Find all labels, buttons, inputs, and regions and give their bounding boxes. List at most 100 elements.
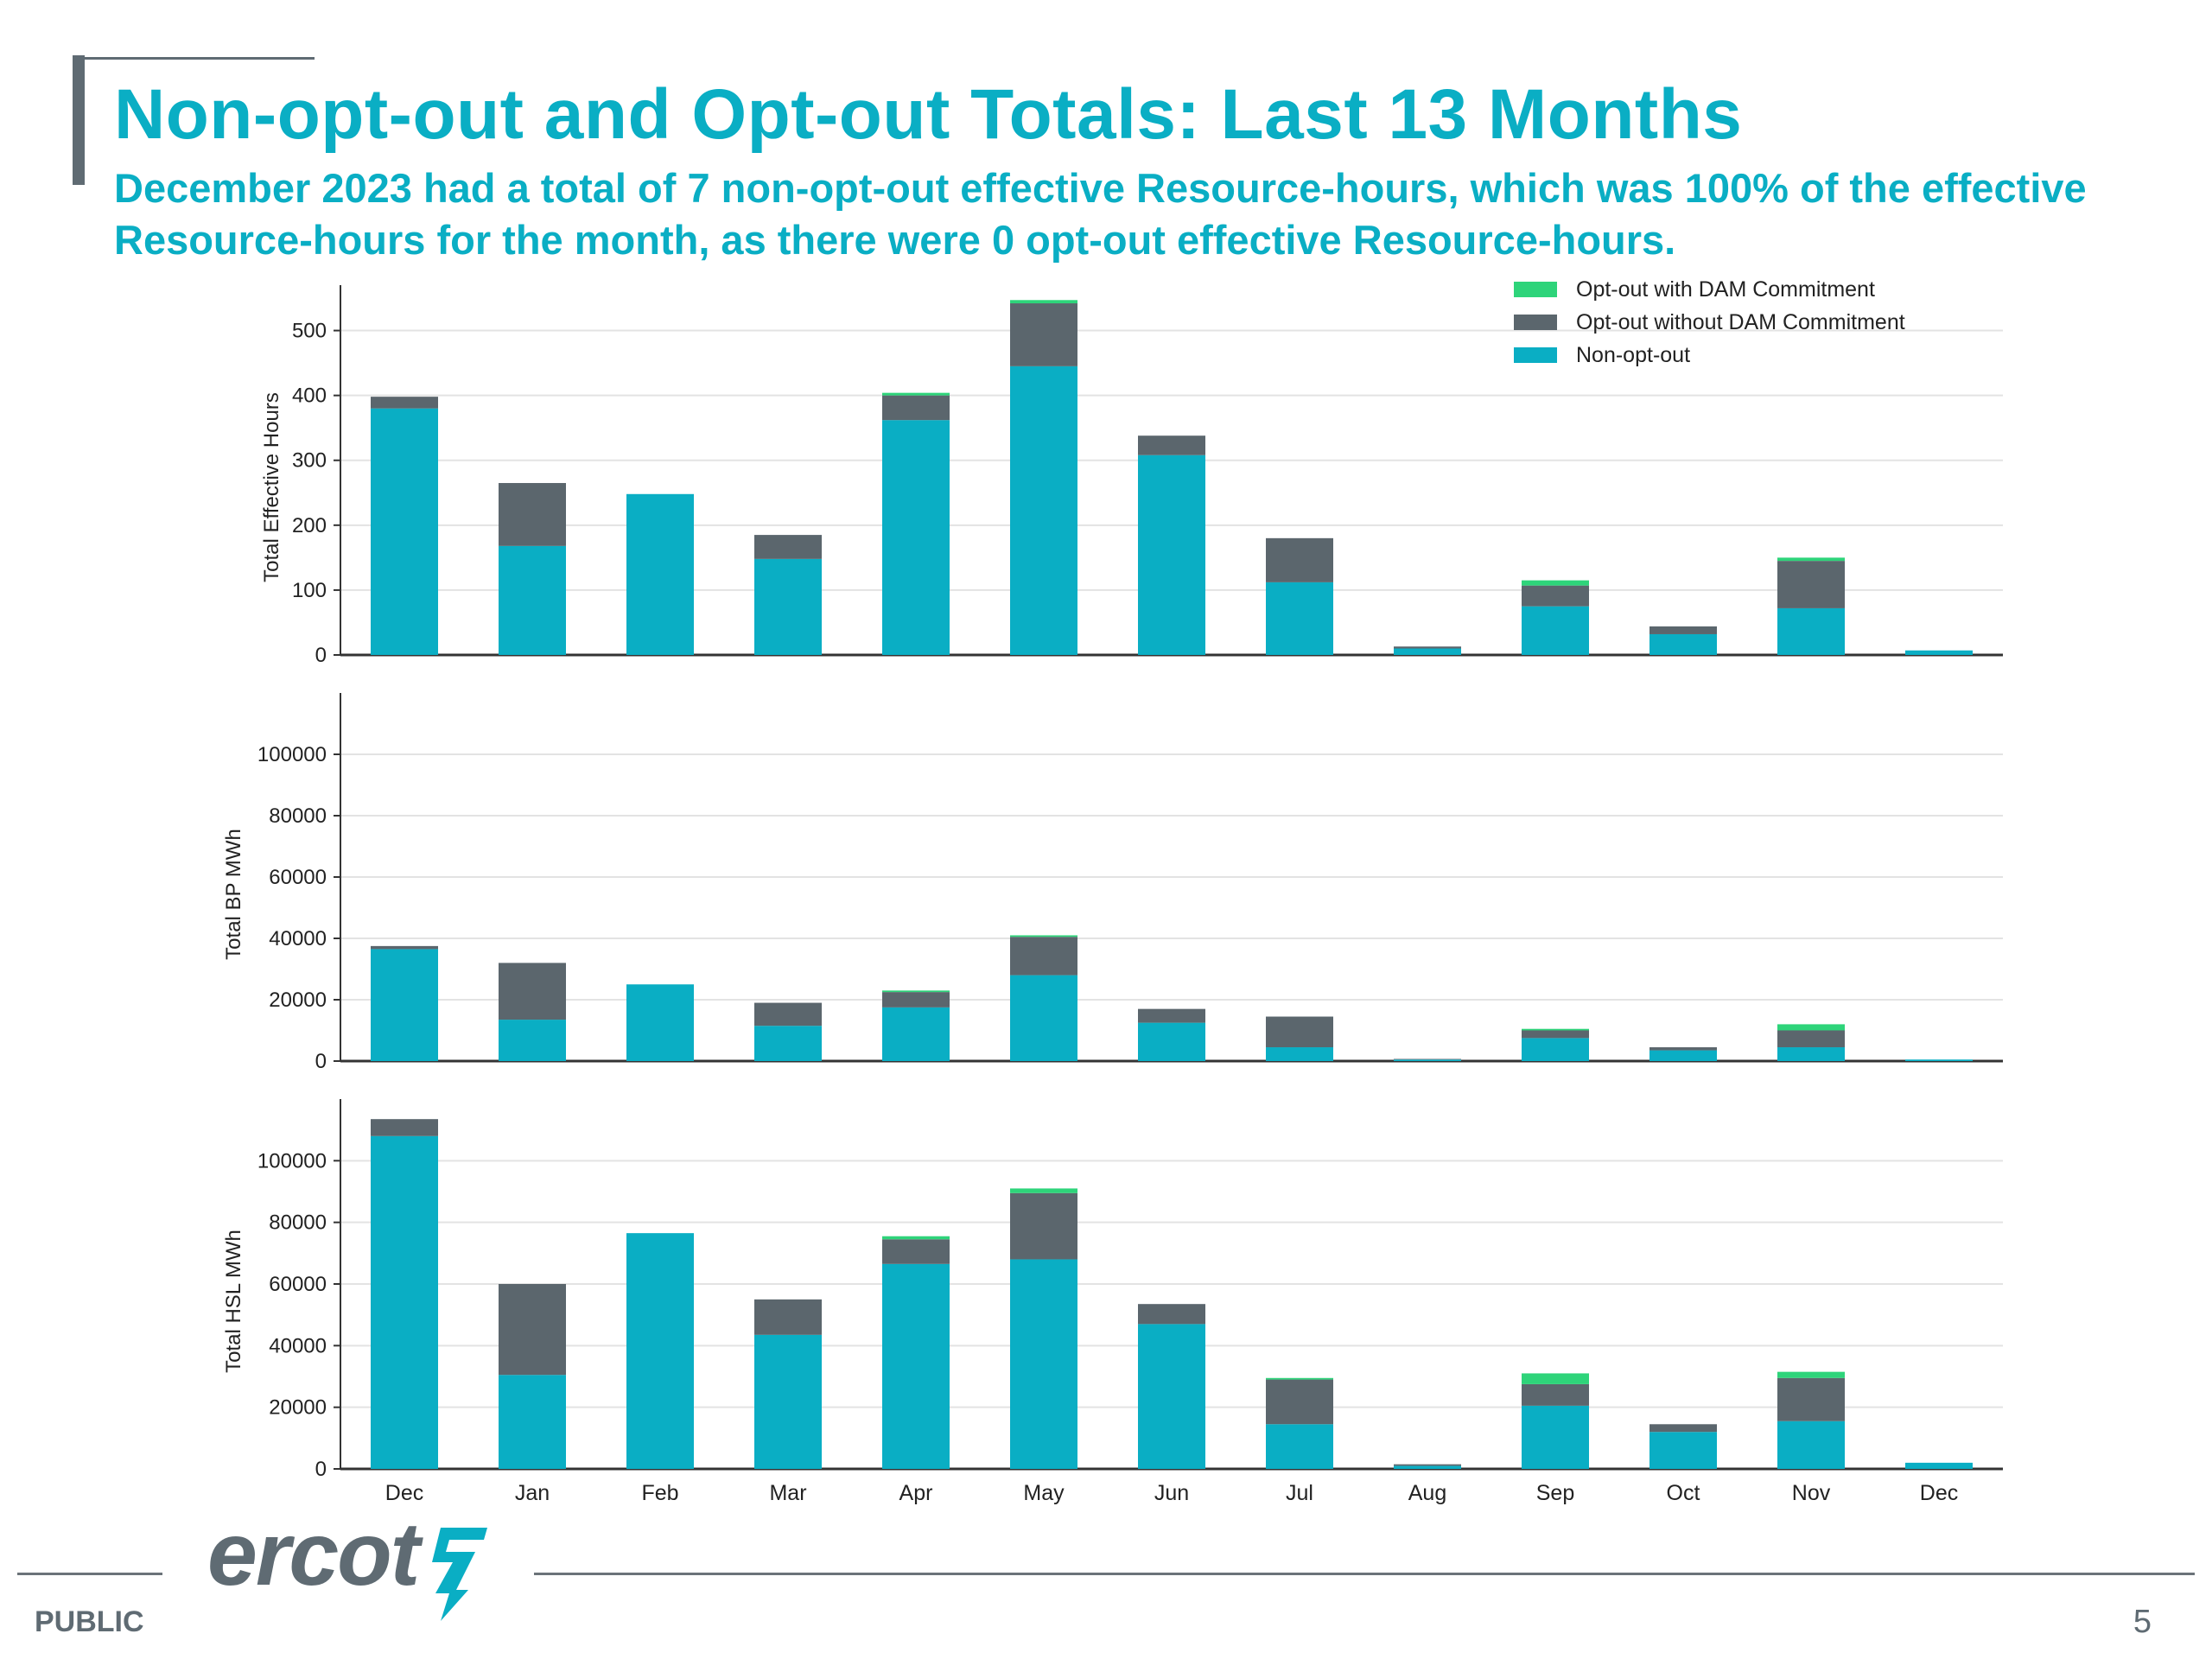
bar-segment — [626, 493, 694, 655]
bar-segment — [882, 1236, 950, 1240]
y-tick-label: 100 — [292, 579, 327, 602]
bar-segment — [882, 395, 950, 421]
bar-segment — [1010, 937, 1077, 976]
bar-segment — [1777, 1030, 1845, 1048]
bar-segment — [1010, 935, 1077, 938]
bar-segment — [371, 945, 438, 950]
bar-segment — [1010, 300, 1077, 304]
bar-segment — [499, 545, 566, 655]
bar-segment — [1010, 975, 1077, 1061]
bar-segment — [1010, 1259, 1077, 1469]
bar-segment — [1777, 1024, 1845, 1031]
bar-segment — [1777, 1371, 1845, 1378]
bar-segment — [1522, 1383, 1589, 1406]
bar-segment — [1777, 607, 1845, 655]
title-rule — [73, 57, 315, 60]
bar-segment — [1010, 1188, 1077, 1193]
y-tick-label: 20000 — [269, 1396, 327, 1420]
bar-segment — [1522, 1373, 1589, 1384]
bar-segment — [1266, 1379, 1333, 1425]
bar-segment — [1010, 303, 1077, 366]
page-title: Non-opt-out and Opt-out Totals: Last 13 … — [114, 75, 1743, 154]
y-axis-title: Total BP MWh — [222, 829, 245, 960]
bar-segment — [1394, 1464, 1461, 1466]
bar-segment — [1394, 1059, 1461, 1061]
legend-label: Opt-out without DAM Commitment — [1576, 310, 1905, 334]
y-tick-label: 300 — [292, 449, 327, 473]
bar-segment — [1649, 626, 1717, 634]
bar-segment — [626, 1233, 694, 1469]
bar-segment — [882, 1007, 950, 1061]
x-tick-label: Aug — [1408, 1481, 1446, 1505]
y-tick-label: 400 — [292, 385, 327, 408]
y-tick-label: 60000 — [269, 866, 327, 889]
x-tick-label: Sep — [1536, 1481, 1574, 1505]
bar-segment — [1777, 1421, 1845, 1469]
bar-segment — [754, 558, 822, 655]
x-tick-label: Dec — [385, 1481, 423, 1505]
legend-swatch — [1514, 347, 1557, 363]
bar-segment — [1522, 1030, 1589, 1039]
classification-label: PUBLIC — [35, 1605, 144, 1638]
bar-segment — [754, 1002, 822, 1027]
bar-segment — [1266, 1377, 1333, 1380]
x-tick-label: Jun — [1154, 1481, 1189, 1505]
bar-segment — [1138, 1022, 1205, 1061]
bar-segment — [1522, 580, 1589, 586]
bar-segment — [499, 1020, 566, 1061]
bar-segment — [371, 397, 438, 409]
bar-segment — [1394, 1465, 1461, 1469]
bar-segment — [1777, 557, 1845, 562]
bar-segment — [1138, 454, 1205, 655]
bar-segment — [499, 1375, 566, 1469]
y-tick-label: 40000 — [269, 927, 327, 950]
legend-swatch — [1514, 282, 1557, 297]
x-tick-label: Jul — [1286, 1481, 1313, 1505]
bar-segment — [1522, 1405, 1589, 1469]
bar-segment — [371, 1135, 438, 1469]
bar-segment — [882, 992, 950, 1007]
y-tick-label: 80000 — [269, 1211, 327, 1235]
y-tick-label: 100000 — [257, 1149, 327, 1173]
y-tick-label: 100000 — [257, 743, 327, 766]
page-subtitle: December 2023 had a total of 7 non-opt-o… — [114, 165, 2087, 263]
legend-label: Opt-out with DAM Commitment — [1576, 277, 1875, 302]
footer-rule-right — [534, 1573, 2195, 1575]
y-tick-label: 60000 — [269, 1273, 327, 1296]
bar-segment — [371, 1119, 438, 1136]
bar-segment — [1394, 648, 1461, 655]
bar-segment — [1266, 582, 1333, 655]
bar-segment — [882, 1263, 950, 1469]
ercot-logo-mark-icon — [432, 1528, 487, 1621]
bar-segment — [371, 949, 438, 1061]
y-tick-label: 200 — [292, 514, 327, 537]
bar-segment — [1522, 585, 1589, 607]
bar-segment — [1138, 435, 1205, 455]
legend-label: Non-opt-out — [1576, 343, 1690, 367]
y-tick-label: 0 — [315, 1458, 327, 1481]
bar-segment — [1649, 1047, 1717, 1051]
bar-segment — [1777, 1047, 1845, 1061]
bar-segment — [882, 990, 950, 993]
bar-segment — [754, 1026, 822, 1061]
x-tick-label: Jan — [515, 1481, 550, 1505]
bar-segment — [754, 1334, 822, 1469]
bar-segment — [1649, 1050, 1717, 1061]
title-accent-bar — [73, 55, 85, 185]
bar-segment — [754, 1299, 822, 1335]
x-tick-label: Mar — [769, 1481, 806, 1505]
y-axis-title: Total Effective Hours — [260, 392, 283, 582]
x-tick-label: Oct — [1667, 1481, 1700, 1505]
x-tick-label: May — [1023, 1481, 1065, 1505]
y-tick-label: 500 — [292, 320, 327, 343]
bar-segment — [1649, 1432, 1717, 1469]
bar-segment — [1010, 365, 1077, 655]
x-tick-label: Apr — [899, 1481, 933, 1505]
bar-segment — [1522, 1038, 1589, 1061]
y-tick-label: 80000 — [269, 804, 327, 828]
bar-segment — [1905, 1462, 1973, 1469]
bar-segment — [1394, 1058, 1461, 1060]
ercot-logo: ercot — [207, 1504, 420, 1605]
bar-segment — [499, 963, 566, 1020]
